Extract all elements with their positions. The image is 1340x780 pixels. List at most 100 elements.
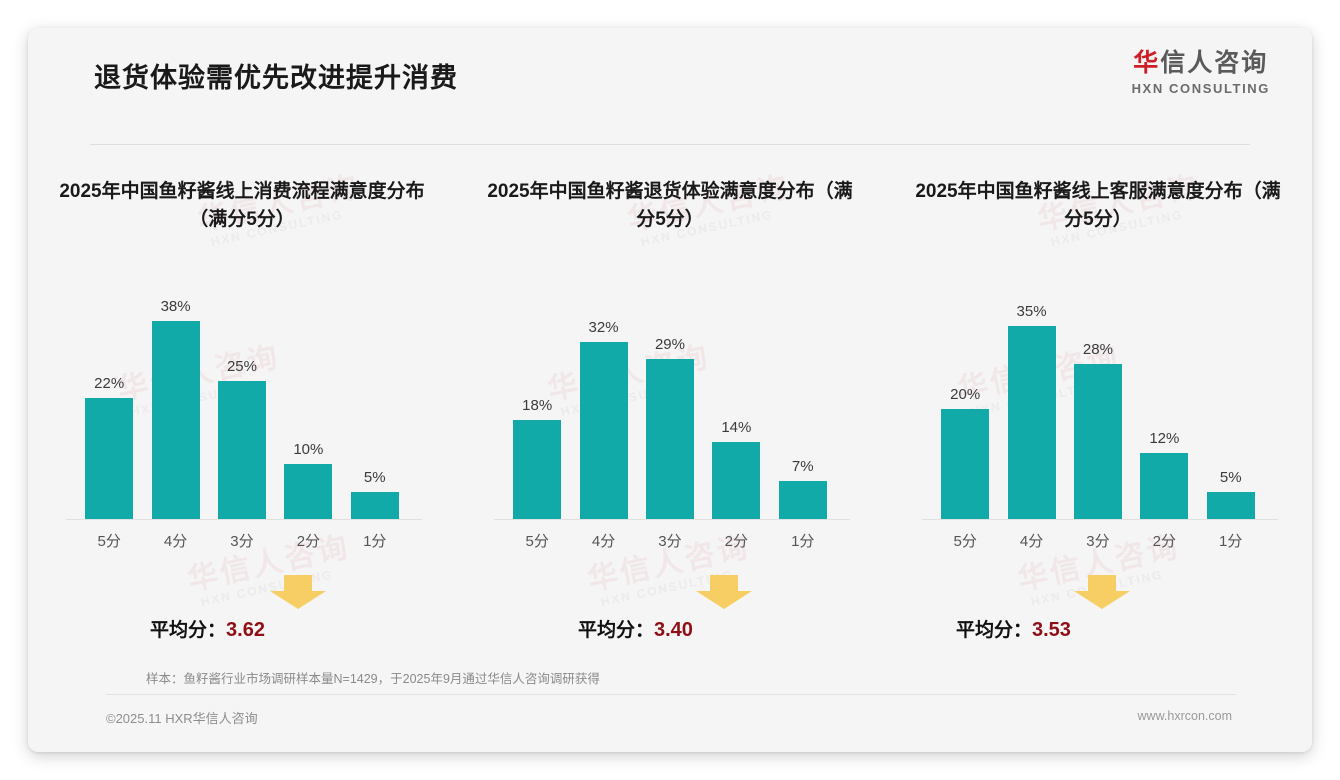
logo-chinese-rest: 信人咨询 [1160, 49, 1269, 77]
x-tick-label: 4分 [1019, 533, 1044, 550]
arrow-shaft [709, 575, 738, 592]
down-arrow-icon [695, 575, 752, 609]
average-score-text-2: 平均分：3.40 [578, 615, 693, 642]
x-tick-label: 1分 [791, 533, 815, 550]
bar-value-label: 32% [588, 319, 619, 336]
chart-plot-3: 20% 35% 28% 12% [921, 298, 1278, 520]
x-tick-label: 1分 [363, 533, 387, 550]
bar-value-label: 18% [522, 397, 553, 414]
chart-title-3: 2025年中国鱼籽酱线上客服满意度分布（满分5分） [915, 181, 1281, 230]
x-tick-label: 5分 [97, 533, 121, 550]
footer-copyright: ©2025.11 HXR华信人咨询 [106, 711, 258, 726]
bar-value-label: 20% [950, 386, 981, 403]
x-axis-line [921, 519, 1278, 520]
x-axis-labels-2: 5分 4分 3分 2分 1分 [504, 530, 836, 551]
footer-website[interactable]: www.hxrcon.com [1137, 709, 1232, 723]
bar-slot: 10% [275, 298, 341, 520]
x-tick-label: 2分 [296, 533, 321, 550]
x-axis-line [493, 519, 850, 520]
average-score-text-3: 平均分：3.53 [956, 615, 1071, 642]
bar-slot: 25% [209, 298, 275, 520]
bar-slot: 18% [504, 298, 570, 520]
footer-divider [106, 694, 1236, 695]
arrow-head [1073, 591, 1130, 609]
bar-slot: 20% [932, 298, 998, 520]
logo-hua-character: 华 [1133, 49, 1161, 77]
chart-panel-3: 2025年中国鱼籽酱线上客服满意度分布（满分5分） 20% 35% 28% [884, 178, 1312, 661]
chart-plot-2: 18% 32% 29% 14% [493, 298, 850, 520]
average-callout-3: 平均分：3.53 [884, 575, 1312, 661]
bar-value-label: 28% [1082, 341, 1113, 358]
bar-value-label: 29% [654, 336, 685, 353]
average-value: 3.40 [654, 619, 693, 641]
average-label: 平均分： [955, 620, 1032, 641]
bar [217, 381, 266, 520]
bar-value-label: 5% [363, 469, 386, 486]
bar [1073, 364, 1122, 520]
charts-row: 2025年中国鱼籽酱线上消费流程满意度分布（满分5分） 22% 38% 25% [28, 178, 1312, 661]
bar-value-label: 35% [1016, 303, 1047, 320]
x-tick-label: 5分 [953, 533, 977, 550]
page-title: 退货体验需优先改进提升消费 [94, 63, 458, 93]
bar-value-label: 14% [721, 419, 752, 436]
x-tick-label: 3分 [658, 533, 682, 550]
logo-chinese-text: 华信人咨询 [1132, 49, 1270, 78]
bar-slot: 7% [770, 298, 836, 520]
bar [1007, 326, 1056, 520]
chart-title-1: 2025年中国鱼籽酱线上消费流程满意度分布（满分5分） [59, 181, 425, 230]
x-tick-label: 3分 [1086, 533, 1110, 550]
bar [941, 409, 990, 520]
bar [85, 398, 134, 520]
average-label: 平均分： [150, 620, 227, 641]
x-axis-line [66, 519, 422, 520]
bar-slot: 35% [998, 298, 1064, 520]
bar-value-label: 22% [94, 375, 125, 392]
bar [1206, 492, 1255, 520]
company-logo: 华信人咨询 HXN CONSULTING [1131, 49, 1270, 96]
average-label: 平均分： [577, 620, 654, 641]
bar [579, 342, 628, 520]
bar-group-3: 20% 35% 28% 12% [932, 298, 1264, 520]
bar [284, 464, 333, 520]
bar-slot: 5% [1198, 298, 1264, 520]
x-tick-label: 1分 [1219, 533, 1243, 550]
down-arrow-icon [1073, 575, 1130, 609]
logo-english-text: HXN CONSULTING [1131, 80, 1270, 96]
chart-title-2: 2025年中国鱼籽酱退货体验满意度分布（满分5分） [487, 181, 853, 230]
sample-note: 样本：鱼籽酱行业市场调研样本量N=1429，于2025年9月通过华信人咨询调研获… [146, 672, 600, 686]
chart-panel-2: 2025年中国鱼籽酱退货体验满意度分布（满分5分） 18% 32% 29% [456, 178, 884, 661]
arrow-head [270, 591, 326, 609]
chart-panel-1: 2025年中国鱼籽酱线上消费流程满意度分布（满分5分） 22% 38% 25% [28, 178, 456, 661]
arrow-head [695, 591, 752, 609]
slide-header: 退货体验需优先改进提升消费 华信人咨询 HXN CONSULTING [28, 28, 1312, 118]
bar-slot: 38% [142, 298, 208, 520]
bar-slot: 29% [637, 298, 703, 520]
bar-value-label: 7% [791, 458, 814, 475]
bar [712, 442, 761, 520]
bar-value-label: 38% [160, 298, 191, 315]
average-callout-2: 平均分：3.40 [456, 575, 884, 661]
average-score-text-1: 平均分：3.62 [150, 615, 265, 642]
bar-value-label: 5% [1219, 469, 1242, 486]
x-tick-label: 3分 [230, 533, 254, 550]
arrow-shaft [284, 575, 312, 592]
bar-group-1: 22% 38% 25% 10% [76, 298, 408, 520]
bar-value-label: 10% [293, 441, 324, 458]
x-axis-labels-1: 5分 4分 3分 2分 1分 [76, 530, 408, 551]
bar-slot: 12% [1131, 298, 1197, 520]
header-divider [90, 144, 1250, 145]
chart-plot-1: 22% 38% 25% 10% [66, 298, 422, 520]
average-value: 3.62 [226, 619, 265, 641]
slide-card: 华信人咨询 HXN CONSULTING 华信人咨询 HXN CONSULTIN… [28, 28, 1312, 752]
x-tick-label: 4分 [163, 533, 188, 550]
average-callout-1: 平均分：3.62 [28, 575, 456, 661]
x-axis-labels-3: 5分 4分 3分 2分 1分 [932, 530, 1264, 551]
x-tick-label: 5分 [525, 533, 549, 550]
bar-slot: 28% [1065, 298, 1131, 520]
x-tick-label: 4分 [591, 533, 616, 550]
bar [151, 321, 200, 520]
down-arrow-icon [270, 575, 326, 609]
bar [350, 492, 399, 520]
arrow-shaft [1087, 575, 1116, 592]
bar [1140, 453, 1189, 520]
